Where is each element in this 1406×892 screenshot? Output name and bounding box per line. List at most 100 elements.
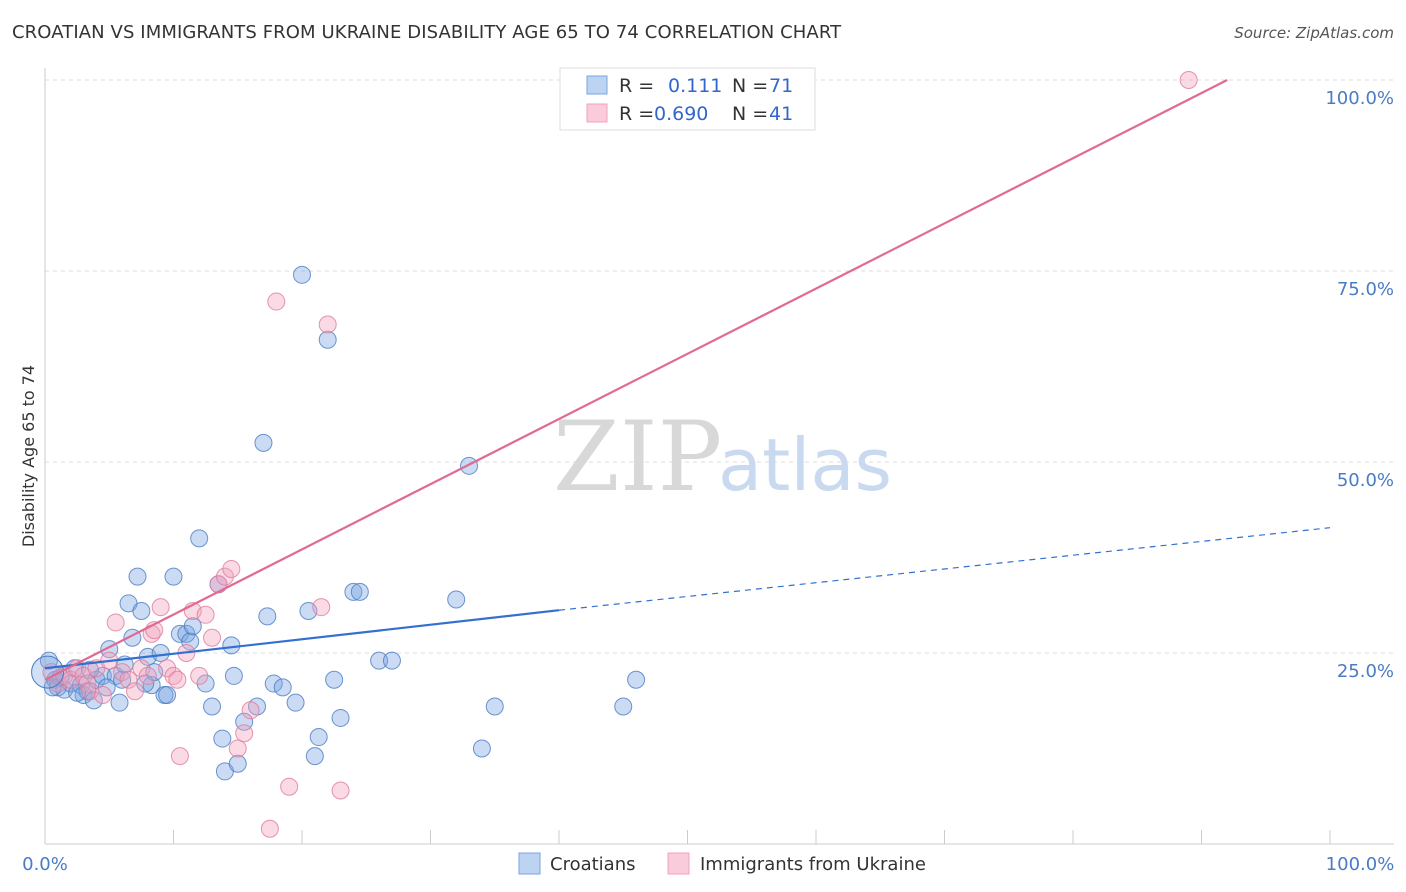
legend-r-label-0: R = [619, 75, 654, 97]
point-croatians-59 [472, 739, 491, 758]
point-croatians-36 [222, 636, 241, 655]
point-ukraine-41 [1179, 71, 1198, 89]
point-croatians-61 [614, 697, 633, 716]
point-ukraine-32 [228, 739, 247, 758]
point-ukraine-28 [203, 628, 222, 647]
point-ukraine-16 [138, 666, 157, 685]
point-croatians-9 [84, 691, 103, 710]
point-ukraine-11 [106, 613, 125, 632]
legend-r-value-0: 0.111 [668, 75, 722, 97]
point-ukraine-36 [267, 292, 286, 311]
bottom-legend-label-ukraine: Immigrants from Ukraine [700, 854, 926, 875]
y-tick-label-1: 50.0% [1337, 470, 1394, 491]
point-croatians-56 [382, 651, 401, 670]
point-croatians-53 [344, 582, 363, 601]
point-croatians-31 [196, 674, 215, 693]
y-tick-label-2: 75.0% [1337, 279, 1394, 300]
trend-croatians-solid [44, 609, 560, 670]
trend-lines [44, 79, 1331, 681]
point-croatians-38 [228, 754, 247, 773]
point-croatians-18 [132, 601, 151, 620]
point-croatians-28 [181, 632, 200, 651]
point-croatians-45 [286, 693, 305, 712]
trend-croatians-dashed [558, 527, 1331, 611]
point-croatians-52 [331, 708, 350, 727]
point-croatians-22 [151, 644, 170, 662]
point-croatians-48 [305, 747, 324, 766]
point-ukraine-12 [113, 663, 132, 682]
legend-box: R = 0.111 N = 71 R = 0.690 N = 41 [559, 67, 816, 131]
point-croatians-69 [110, 693, 129, 712]
watermark-atlas: atlas [718, 423, 892, 507]
point-ukraine-39 [318, 315, 337, 334]
point-ukraine-22 [168, 670, 187, 689]
y-tick-label-3: 100.0% [1325, 88, 1394, 109]
point-croatians-54 [350, 582, 369, 601]
x-ticks [44, 830, 1331, 844]
point-ukraine-40 [331, 781, 350, 800]
x-tick-label-max: 100.0% [1326, 854, 1395, 875]
legend-n-value-0: 71 [769, 75, 793, 97]
point-croatians-29 [183, 617, 202, 636]
point-croatians-30 [190, 529, 209, 548]
point-croatians-34 [213, 729, 232, 748]
point-croatians-60 [485, 697, 504, 716]
point-ukraine-30 [215, 567, 234, 586]
legend-n-label-1: N = [732, 103, 768, 125]
point-croatians-32 [203, 697, 222, 716]
bottom-legend-swatch-ukraine [667, 852, 690, 875]
point-ukraine-15 [132, 659, 151, 678]
point-ukraine-20 [158, 659, 177, 678]
trend-ukraine [44, 79, 1228, 681]
point-ukraine-38 [312, 598, 331, 617]
point-croatians-44 [273, 678, 292, 697]
bottom-legend-label-croatians: Croatians [550, 854, 636, 875]
point-croatians-41 [254, 433, 273, 452]
point-croatians-cluster [31, 655, 65, 689]
gridlines [45, 79, 1394, 654]
point-croatians-42 [258, 607, 277, 626]
point-croatians-57 [447, 590, 466, 609]
chart-title: CROATIAN VS IMMIGRANTS FROM UKRAINE DISA… [12, 22, 842, 43]
point-croatians-14 [113, 670, 132, 689]
legend-r-value-1: 0.690 [654, 103, 708, 125]
y-axis-label: Disability Age 65 to 74 [19, 365, 38, 547]
point-croatians-24 [158, 686, 177, 705]
point-ukraine-27 [196, 605, 215, 624]
point-ukraine-37 [280, 777, 299, 796]
bottom-legend: Croatians Immigrants from Ukraine [518, 852, 926, 875]
legend-n-label-0: N = [732, 75, 768, 97]
legend-swatch-ukraine [586, 103, 608, 123]
point-ukraine-33 [235, 724, 254, 743]
point-ukraine-9 [93, 686, 112, 705]
y-tick-label-0: 25.0% [1337, 661, 1394, 682]
scatter-points [31, 71, 1198, 838]
point-ukraine-19 [151, 598, 170, 617]
point-croatians-49 [309, 728, 328, 747]
point-croatians-55 [370, 651, 389, 670]
x-tick-label-min: 0.0% [22, 854, 68, 875]
point-croatians-51 [325, 670, 344, 689]
point-croatians-63 [68, 683, 87, 702]
point-ukraine-14 [125, 682, 144, 701]
legend-n-value-1: 41 [769, 103, 793, 125]
point-ukraine-23 [170, 747, 189, 766]
bottom-legend-swatch-croatians [518, 852, 541, 875]
point-ukraine-34 [241, 701, 260, 720]
point-croatians-37 [224, 666, 243, 685]
legend-swatch-croatians [586, 75, 608, 95]
point-croatians-50 [318, 330, 337, 349]
point-croatians-43 [264, 674, 283, 693]
point-ukraine-35 [260, 819, 279, 838]
point-ukraine-13 [119, 670, 138, 689]
point-croatians-46 [293, 265, 311, 284]
point-ukraine-26 [190, 666, 209, 685]
legend-r-label-1: R = [619, 103, 654, 125]
source-label: Source: ZipAtlas.com [1234, 24, 1394, 42]
watermark-zip: ZIP [553, 401, 722, 513]
point-ukraine-31 [222, 559, 241, 578]
point-croatians-25 [164, 567, 183, 586]
point-croatians-62 [627, 670, 646, 689]
point-croatians-17 [128, 567, 147, 586]
